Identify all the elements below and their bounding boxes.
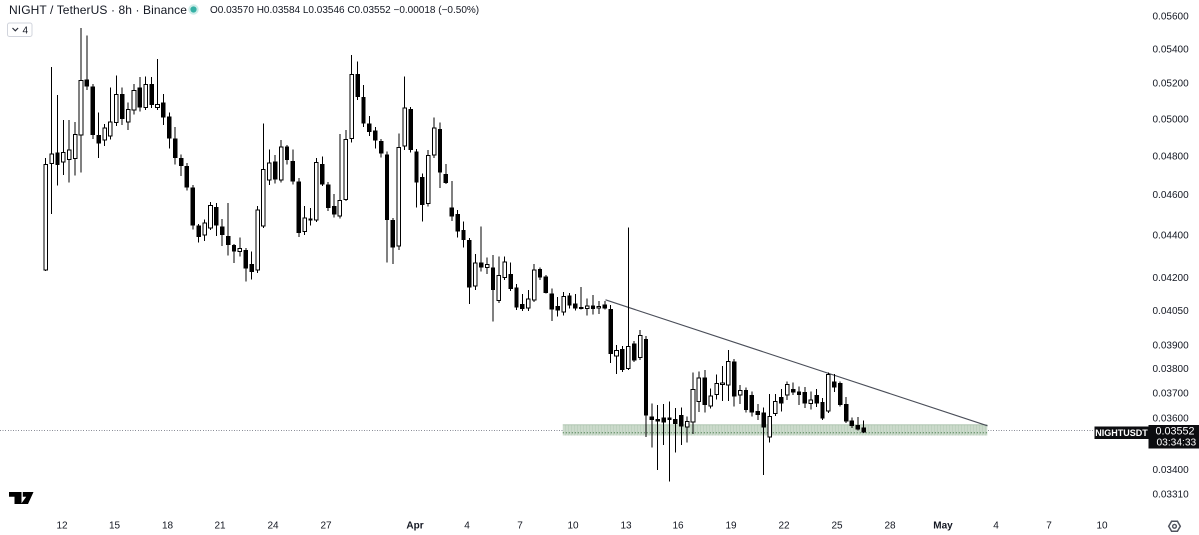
svg-text:0.03600: 0.03600 <box>1153 413 1190 424</box>
svg-text:NIGHTUSDT: NIGHTUSDT <box>1095 428 1148 438</box>
svg-text:4: 4 <box>464 521 470 532</box>
svg-text:NIGHT / TetherUS · 8h · Binanc: NIGHT / TetherUS · 8h · Binance <box>9 3 187 17</box>
svg-text:0.05400: 0.05400 <box>1153 44 1190 55</box>
svg-text:25: 25 <box>831 521 843 532</box>
svg-text:03:34:33: 03:34:33 <box>1157 438 1197 449</box>
svg-text:7: 7 <box>1046 521 1052 532</box>
svg-text:0.03900: 0.03900 <box>1153 341 1190 352</box>
svg-text:24: 24 <box>267 521 279 532</box>
svg-text:27: 27 <box>320 521 332 532</box>
svg-text:4: 4 <box>23 26 29 37</box>
svg-text:0.03700: 0.03700 <box>1153 388 1190 399</box>
svg-text:0.04800: 0.04800 <box>1153 152 1190 163</box>
svg-text:0.03400: 0.03400 <box>1153 465 1190 476</box>
svg-text:0.03310: 0.03310 <box>1153 490 1190 501</box>
svg-text:0.04600: 0.04600 <box>1153 190 1190 201</box>
svg-text:16: 16 <box>672 521 684 532</box>
svg-text:22: 22 <box>778 521 790 532</box>
svg-text:0.03800: 0.03800 <box>1153 364 1190 375</box>
svg-text:10: 10 <box>1096 521 1108 532</box>
svg-text:19: 19 <box>725 521 737 532</box>
svg-text:12: 12 <box>56 521 68 532</box>
svg-text:18: 18 <box>162 521 174 532</box>
svg-text:21: 21 <box>214 521 226 532</box>
svg-text:0.04400: 0.04400 <box>1153 231 1190 242</box>
svg-text:4: 4 <box>993 521 999 532</box>
svg-text:0.05200: 0.05200 <box>1153 79 1190 90</box>
svg-text:15: 15 <box>109 521 121 532</box>
svg-text:0.03552: 0.03552 <box>1156 426 1195 438</box>
svg-text:May: May <box>933 521 953 532</box>
svg-text:0.05000: 0.05000 <box>1153 114 1190 125</box>
svg-text:13: 13 <box>620 521 632 532</box>
svg-text:0.04050: 0.04050 <box>1153 306 1190 317</box>
svg-text:10: 10 <box>567 521 579 532</box>
svg-text:Apr: Apr <box>406 521 423 532</box>
svg-text:0.05600: 0.05600 <box>1153 11 1190 22</box>
svg-text:O0.03570 H0.03584 L0.03546 C0.: O0.03570 H0.03584 L0.03546 C0.03552 −0.0… <box>210 5 479 16</box>
svg-text:0.04200: 0.04200 <box>1153 273 1190 284</box>
svg-text:7: 7 <box>517 521 523 532</box>
svg-text:28: 28 <box>884 521 896 532</box>
